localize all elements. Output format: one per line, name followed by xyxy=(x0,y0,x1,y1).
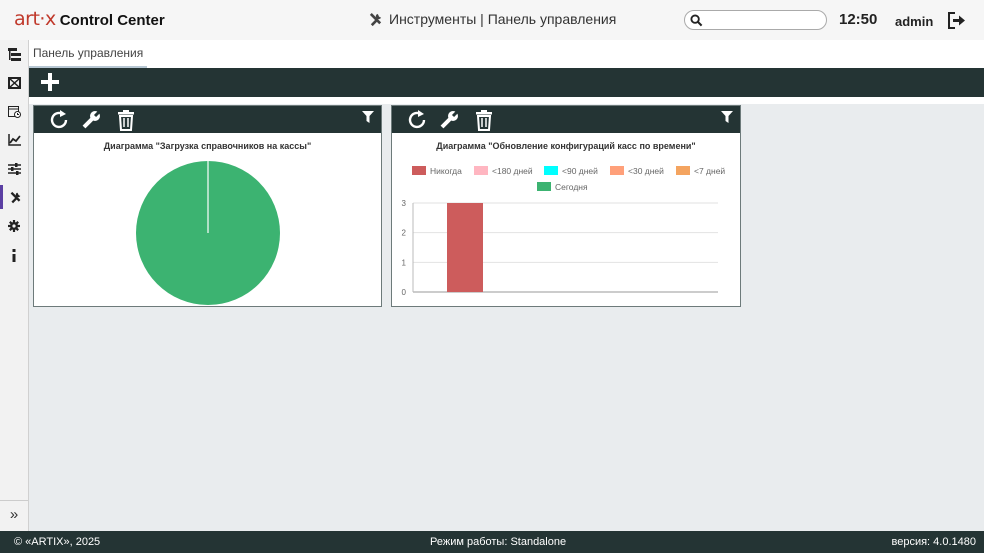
legend-swatch xyxy=(474,166,488,175)
work-mode: Режим работы: Standalone xyxy=(430,536,567,548)
trash-icon[interactable] xyxy=(115,109,137,131)
tab-dashboard[interactable]: Панель управления xyxy=(29,40,148,68)
search-icon xyxy=(690,14,703,27)
legend-label: Сегодня xyxy=(555,182,588,192)
info-icon xyxy=(12,248,16,262)
sliders-icon xyxy=(7,163,21,175)
sidebar: » xyxy=(0,40,29,531)
tree-icon xyxy=(7,47,21,61)
bar-0 xyxy=(447,203,483,292)
sidebar-item-devices[interactable] xyxy=(0,71,28,95)
logout-icon[interactable] xyxy=(947,12,966,29)
legend-label: Никогда xyxy=(430,166,462,176)
bar-chart: Никогда <180 дней <90 дней <30 дней <7 дней С… xyxy=(402,166,725,297)
wrench-icon[interactable] xyxy=(439,109,461,131)
chart-title: Диаграмма "Обновление конфигураций касс … xyxy=(436,141,696,151)
legend-swatch xyxy=(676,166,690,175)
calendar-clock-icon xyxy=(7,105,21,118)
tab-bar: Панель управления xyxy=(29,40,984,68)
tools-icon xyxy=(10,191,21,203)
version: версия: 4.0.1480 xyxy=(891,536,977,548)
widget-bar: Диаграмма "Обновление конфигураций касс … xyxy=(391,105,741,307)
sidebar-item-schedule[interactable] xyxy=(0,99,28,123)
legend-label: <30 дней xyxy=(628,166,664,176)
trash-icon[interactable] xyxy=(473,109,495,131)
widget-header xyxy=(392,106,740,133)
legend-label: <90 дней xyxy=(562,166,598,176)
sidebar-item-tree[interactable] xyxy=(0,42,28,66)
filter-icon[interactable] xyxy=(721,111,733,123)
search-input[interactable] xyxy=(684,10,827,30)
legend-label: <180 дней xyxy=(492,166,533,176)
clock: 12:50 xyxy=(839,11,878,28)
footer: © «ARTIX», 2025 Режим работы: Standalone… xyxy=(0,531,984,553)
chart-title: Диаграмма "Загрузка справочников на касс… xyxy=(103,141,312,151)
widget-header xyxy=(34,106,381,133)
dashboard-toolbar xyxy=(29,68,984,97)
pie-chart xyxy=(136,161,280,305)
legend-swatch xyxy=(412,166,426,175)
legend-swatch xyxy=(544,166,558,175)
tools-icon xyxy=(369,12,382,26)
logo-mark: art·x xyxy=(14,8,56,30)
y-tick-label: 2 xyxy=(402,229,407,238)
section-heading: Инструменты | Панель управления xyxy=(368,11,616,27)
section-title: Инструменты | Панель управления xyxy=(389,11,617,27)
legend-label: <7 дней xyxy=(694,166,725,176)
filter-icon[interactable] xyxy=(362,111,374,123)
refresh-icon[interactable] xyxy=(48,109,70,131)
username[interactable]: admin xyxy=(895,14,934,29)
toolbar-spacer xyxy=(29,97,984,104)
refresh-icon[interactable] xyxy=(406,109,428,131)
sidebar-expand-button[interactable]: » xyxy=(0,500,28,528)
wrench-icon[interactable] xyxy=(81,109,103,131)
app-logo[interactable]: art·x Control Center xyxy=(14,8,165,30)
sidebar-item-settings[interactable] xyxy=(0,214,28,238)
top-bar: art·x Control Center Инструменты | Панел… xyxy=(0,0,984,40)
y-tick-label: 1 xyxy=(402,258,407,267)
sidebar-item-settings-list[interactable] xyxy=(0,157,28,181)
y-tick-label: 0 xyxy=(402,288,407,297)
sidebar-item-reports[interactable] xyxy=(0,128,28,152)
gear-icon xyxy=(8,220,20,232)
legend-swatch xyxy=(610,166,624,175)
logo-text: Control Center xyxy=(59,12,165,29)
sidebar-item-tools[interactable] xyxy=(0,185,28,209)
copyright: © «ARTIX», 2025 xyxy=(14,536,101,548)
add-widget-button[interactable] xyxy=(39,71,61,93)
sidebar-item-info[interactable] xyxy=(0,243,28,267)
widget-pie: Диаграмма "Загрузка справочников на касс… xyxy=(33,105,382,307)
device-icon xyxy=(7,77,21,89)
chart-icon xyxy=(7,134,21,146)
legend-swatch xyxy=(537,182,551,191)
y-tick-label: 3 xyxy=(402,199,407,208)
